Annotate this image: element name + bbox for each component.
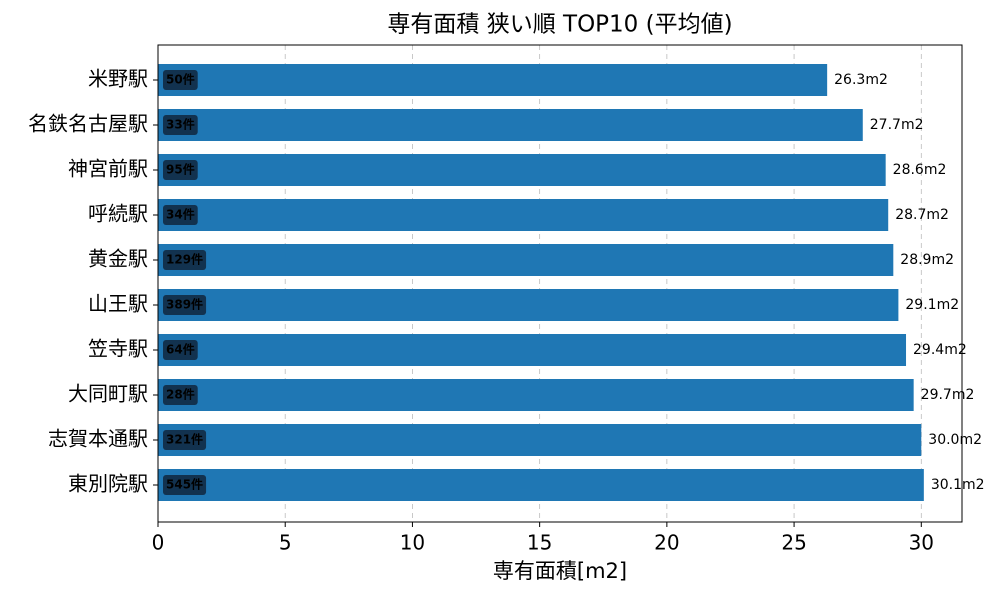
count-badge	[163, 250, 207, 270]
y-tick-label: 大同町駅	[68, 382, 148, 406]
x-tick-label: 10	[400, 531, 425, 555]
count-badge	[163, 295, 207, 315]
count-label: 95件	[166, 162, 195, 177]
bar	[158, 64, 828, 96]
bar	[158, 244, 894, 276]
chart-title: 専有面積 狭い順 TOP10 (平均値)	[387, 12, 732, 38]
count-label: 28件	[166, 387, 195, 402]
x-tick-label: 25	[781, 531, 806, 555]
count-badge	[163, 385, 198, 405]
count-badge	[163, 475, 207, 495]
x-tick-label: 0	[152, 531, 165, 555]
value-label: 29.1m2	[905, 297, 959, 313]
count-label: 34件	[166, 207, 195, 222]
count-badge	[163, 160, 198, 180]
count-label: 129件	[166, 252, 203, 267]
count-badge	[163, 205, 198, 225]
count-label: 50件	[166, 72, 195, 87]
value-label: 30.1m2	[931, 477, 985, 493]
bar	[158, 469, 924, 501]
x-tick-label: 5	[279, 531, 292, 555]
x-tick-label: 30	[909, 531, 934, 555]
bar	[158, 154, 886, 186]
value-label: 26.3m2	[834, 72, 888, 88]
bar	[158, 424, 922, 456]
count-badge	[163, 340, 198, 360]
y-tick-label: 米野駅	[88, 67, 148, 91]
y-tick-label: 東別院駅	[68, 472, 148, 496]
y-tick-label: 神宮前駅	[68, 157, 148, 181]
bar	[158, 379, 914, 411]
value-label: 30.0m2	[928, 432, 982, 448]
plot-frame	[157, 44, 963, 523]
y-tick-label: 笠寺駅	[88, 337, 148, 361]
count-label: 389件	[166, 297, 203, 312]
value-label: 29.4m2	[913, 342, 967, 358]
value-label: 29.7m2	[921, 387, 975, 403]
bar	[158, 199, 889, 231]
count-label: 321件	[166, 432, 203, 447]
value-label: 28.6m2	[893, 162, 947, 178]
value-label: 28.7m2	[895, 207, 949, 223]
count-label: 545件	[166, 477, 203, 492]
count-label: 33件	[166, 117, 195, 132]
x-tick-label: 15	[527, 531, 552, 555]
bar	[158, 289, 899, 321]
value-label: 28.9m2	[900, 252, 954, 268]
count-label: 64件	[166, 342, 195, 357]
y-tick-label: 黄金駅	[88, 247, 148, 271]
y-tick-label: 山王駅	[88, 292, 148, 316]
bar	[158, 109, 863, 141]
bar	[158, 334, 907, 366]
y-tick-label: 志賀本通駅	[48, 427, 148, 451]
x-tick-label: 20	[654, 531, 679, 555]
count-badge	[163, 70, 198, 90]
x-axis-label: 専有面積[m2]	[493, 559, 627, 583]
value-label: 27.7m2	[870, 117, 924, 133]
count-badge	[163, 430, 207, 450]
y-tick-label: 名鉄名古屋駅	[28, 112, 148, 136]
y-tick-label: 呼続駅	[88, 202, 148, 226]
count-badge	[163, 115, 198, 135]
